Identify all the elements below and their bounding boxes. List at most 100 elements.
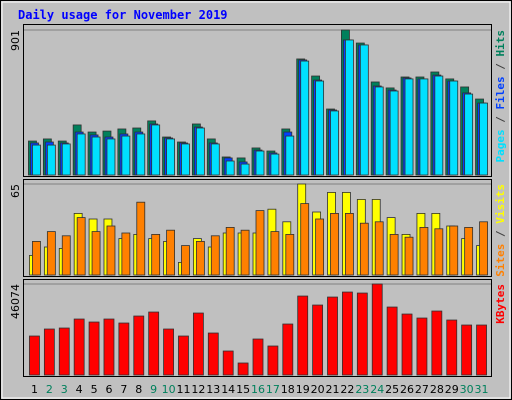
- x-tick-label: 8: [135, 383, 142, 396]
- x-tick-label: 17: [266, 383, 280, 396]
- bar: [178, 335, 189, 376]
- bar: [61, 235, 71, 276]
- bar: [419, 226, 429, 276]
- bar: [222, 350, 234, 376]
- bar: [285, 135, 295, 176]
- x-tick-label: 6: [105, 383, 112, 396]
- bar: [345, 212, 354, 276]
- bar: [389, 233, 399, 276]
- x-tick-label: 9: [150, 383, 157, 396]
- bar: [166, 229, 175, 276]
- bar: [315, 80, 325, 176]
- x-tick-label: 1: [31, 383, 38, 396]
- legend: KBytes: [494, 284, 507, 324]
- y-tick-label: 46074: [9, 284, 22, 319]
- bar: [386, 306, 398, 376]
- bar: [330, 212, 339, 276]
- bar: [195, 127, 205, 176]
- bar: [252, 338, 264, 376]
- x-tick-label: 23: [355, 383, 369, 396]
- bar: [240, 229, 250, 276]
- bar: [106, 225, 116, 276]
- x-tick-label: 10: [162, 383, 176, 396]
- x-tick-label: 3: [61, 383, 68, 396]
- bar: [449, 225, 459, 276]
- legend-separator: /: [494, 224, 507, 244]
- bar: [371, 283, 383, 376]
- bar: [315, 218, 325, 276]
- bar: [148, 311, 160, 376]
- x-tick-label: 5: [91, 383, 98, 396]
- bar: [32, 240, 41, 276]
- legend-separator: /: [494, 57, 507, 77]
- bar: [434, 228, 444, 276]
- x-tick-label: 11: [176, 383, 190, 396]
- bar: [136, 133, 146, 176]
- x-tick-label: 18: [281, 383, 295, 396]
- bar: [118, 322, 130, 376]
- legend: Pages / Files / Hits: [494, 30, 507, 163]
- legend: Sites / Visits: [494, 184, 507, 277]
- x-tick-label: 12: [191, 383, 205, 396]
- x-tick-label: 19: [296, 383, 310, 396]
- bar: [133, 315, 145, 376]
- bar: [195, 240, 205, 276]
- bar: [46, 231, 56, 276]
- x-tick-label: 30: [460, 383, 474, 396]
- bar: [416, 317, 428, 376]
- bar: [43, 328, 55, 376]
- bar: [285, 233, 295, 276]
- bar: [88, 321, 100, 376]
- bar: [207, 332, 219, 376]
- bar: [240, 163, 250, 176]
- bar: [330, 110, 339, 176]
- bar: [121, 232, 131, 276]
- bar: [359, 44, 369, 176]
- x-tick-label: 29: [445, 383, 459, 396]
- bar: [91, 136, 101, 176]
- bar: [446, 319, 458, 376]
- bar: [181, 143, 190, 176]
- bar: [225, 160, 235, 176]
- legend-separator: /: [494, 110, 507, 130]
- x-tick-label: 27: [415, 383, 429, 396]
- bar: [46, 144, 56, 176]
- x-tick-label: 16: [251, 383, 265, 396]
- bar: [210, 143, 220, 176]
- bar: [61, 143, 71, 176]
- x-tick-label: 7: [120, 383, 127, 396]
- bar: [121, 135, 131, 176]
- bar: [270, 153, 280, 176]
- legend-label: Files: [494, 76, 507, 109]
- bar: [359, 222, 369, 276]
- bar: [163, 328, 174, 376]
- x-tick-label: 20: [311, 383, 325, 396]
- chart-title: Daily usage for November 2019: [18, 8, 228, 22]
- bar: [300, 60, 310, 176]
- bar: [76, 133, 86, 176]
- bar: [32, 144, 41, 176]
- bar: [312, 304, 324, 376]
- bar: [434, 75, 444, 176]
- x-tick-label: 28: [430, 383, 444, 396]
- bar: [374, 86, 384, 176]
- bar: [404, 236, 414, 276]
- bar: [461, 324, 473, 376]
- bar: [210, 235, 220, 276]
- bar: [282, 323, 294, 376]
- x-tick-label: 31: [475, 383, 489, 396]
- bar: [479, 221, 488, 276]
- bar: [237, 362, 249, 376]
- x-tick-label: 25: [385, 383, 399, 396]
- bar: [192, 312, 204, 376]
- legend-label: Sites: [494, 244, 507, 277]
- bar: [267, 345, 279, 376]
- x-tick-label: 15: [236, 383, 250, 396]
- bar: [181, 245, 190, 276]
- bar: [76, 217, 86, 276]
- bar: [73, 318, 85, 376]
- bar: [225, 226, 235, 276]
- x-tick-label: 13: [206, 383, 220, 396]
- bar: [103, 318, 115, 376]
